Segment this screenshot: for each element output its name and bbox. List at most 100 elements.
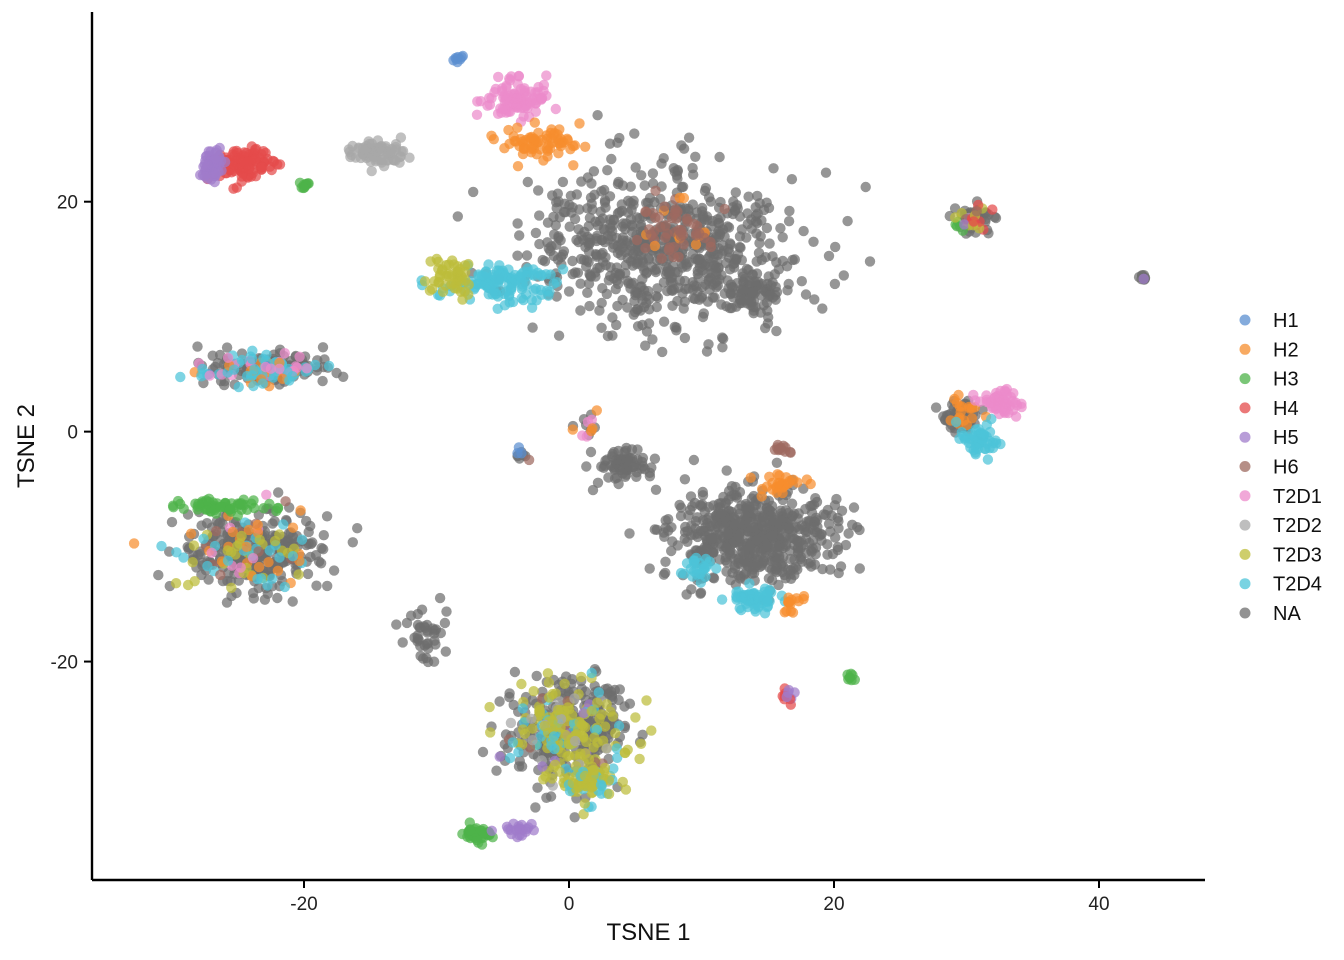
data-point-na (640, 340, 651, 351)
scatter-points (128, 50, 1151, 850)
data-point-h5 (208, 167, 219, 179)
data-point-t2d4 (510, 275, 521, 286)
data-point-na (697, 210, 709, 221)
data-point-t2d3 (274, 529, 285, 540)
data-point-na (625, 181, 636, 192)
data-point-na (707, 292, 719, 303)
data-point-na (656, 158, 667, 169)
data-point-t2d3 (630, 712, 641, 723)
data-point-na (606, 231, 617, 242)
data-point-na (703, 192, 715, 203)
data-point-t2d4 (521, 279, 532, 290)
data-point-na (328, 565, 340, 576)
data-point-na (722, 221, 733, 232)
data-point-na (253, 582, 264, 594)
x-tick-label: 0 (564, 894, 575, 915)
data-point-t2d4 (202, 560, 213, 572)
data-point-na (522, 176, 533, 188)
data-point-na (769, 565, 781, 576)
data-point-na (679, 474, 691, 485)
data-point-na (760, 322, 771, 334)
data-point-na (736, 284, 747, 295)
data-point-h2 (512, 122, 523, 133)
data-point-na (347, 537, 358, 548)
data-point-h5 (503, 824, 514, 835)
data-point-na (512, 218, 523, 229)
data-point-h3 (464, 824, 476, 836)
data-point-na (318, 544, 329, 555)
data-point-na (688, 454, 700, 466)
data-point-na (494, 696, 505, 707)
data-point-na (697, 490, 709, 501)
data-point-na (318, 530, 329, 541)
data-point-na (592, 220, 603, 231)
data-point-h2 (544, 143, 556, 154)
data-point-t2d4 (536, 270, 547, 282)
data-point-na (695, 587, 707, 598)
data-point-t2d4 (612, 752, 623, 763)
data-point-t2d3 (424, 285, 436, 296)
data-point-t2d3 (542, 668, 554, 679)
data-point-na (700, 279, 711, 290)
data-point-t2d4 (675, 567, 687, 579)
data-point-na (592, 110, 603, 121)
data-point-na (550, 220, 561, 231)
data-point-h6 (655, 221, 666, 233)
data-point-na (641, 326, 653, 337)
data-point-t2d2 (370, 146, 382, 157)
data-point-na (723, 243, 734, 255)
data-point-t2d4 (175, 371, 186, 383)
data-point-na (681, 589, 692, 600)
data-point-na (730, 187, 741, 198)
data-point-t2d4 (700, 553, 712, 565)
data-point-t2d4 (284, 375, 295, 386)
data-point-na (729, 254, 740, 265)
data-point-t2d3 (646, 725, 657, 736)
data-point-t2d4 (950, 416, 962, 428)
data-point-t2d1 (541, 70, 552, 81)
data-point-na (643, 252, 654, 264)
data-point-t2d3 (635, 738, 647, 749)
data-point-t2d4 (595, 779, 607, 790)
legend-key-t2d4 (1239, 578, 1251, 590)
data-point-h5 (219, 156, 231, 168)
data-point-t2d3 (589, 732, 600, 743)
data-point-na (584, 300, 595, 312)
data-point-h2 (227, 526, 238, 538)
data-point-na (720, 551, 732, 563)
data-point-na (708, 572, 719, 583)
data-point-na (712, 521, 723, 533)
data-point-t2d4 (487, 289, 498, 300)
data-point-na (758, 512, 769, 523)
data-point-na (751, 256, 762, 267)
data-point-h2 (568, 160, 579, 171)
data-point-na (652, 283, 663, 294)
data-point-t2d3 (588, 742, 599, 753)
data-point-na (338, 371, 349, 382)
data-point-na (651, 263, 662, 275)
data-point-t2d3 (555, 722, 566, 733)
data-point-t2d1 (206, 547, 217, 558)
data-point-na (723, 494, 734, 505)
data-point-na (766, 280, 777, 291)
data-point-na (754, 561, 765, 573)
data-point-h2 (690, 239, 702, 250)
legend-key-h3 (1239, 373, 1251, 385)
x-axis-ticks: -20 0 20 40 (290, 880, 1110, 915)
data-point-na (620, 445, 631, 457)
data-point-h2 (128, 538, 140, 549)
data-point-h2 (773, 477, 784, 489)
data-point-t2d1 (536, 93, 547, 105)
data-point-na (412, 633, 424, 644)
data-point-na (166, 516, 178, 528)
data-point-na (710, 262, 721, 274)
data-point-h3 (215, 501, 226, 513)
data-point-na (631, 471, 642, 482)
data-point-na (767, 575, 778, 586)
data-point-na (752, 208, 763, 219)
data-point-na (153, 569, 164, 581)
data-point-na (763, 312, 774, 323)
data-point-t2d3 (437, 286, 449, 297)
data-point-t2d1 (301, 363, 312, 374)
